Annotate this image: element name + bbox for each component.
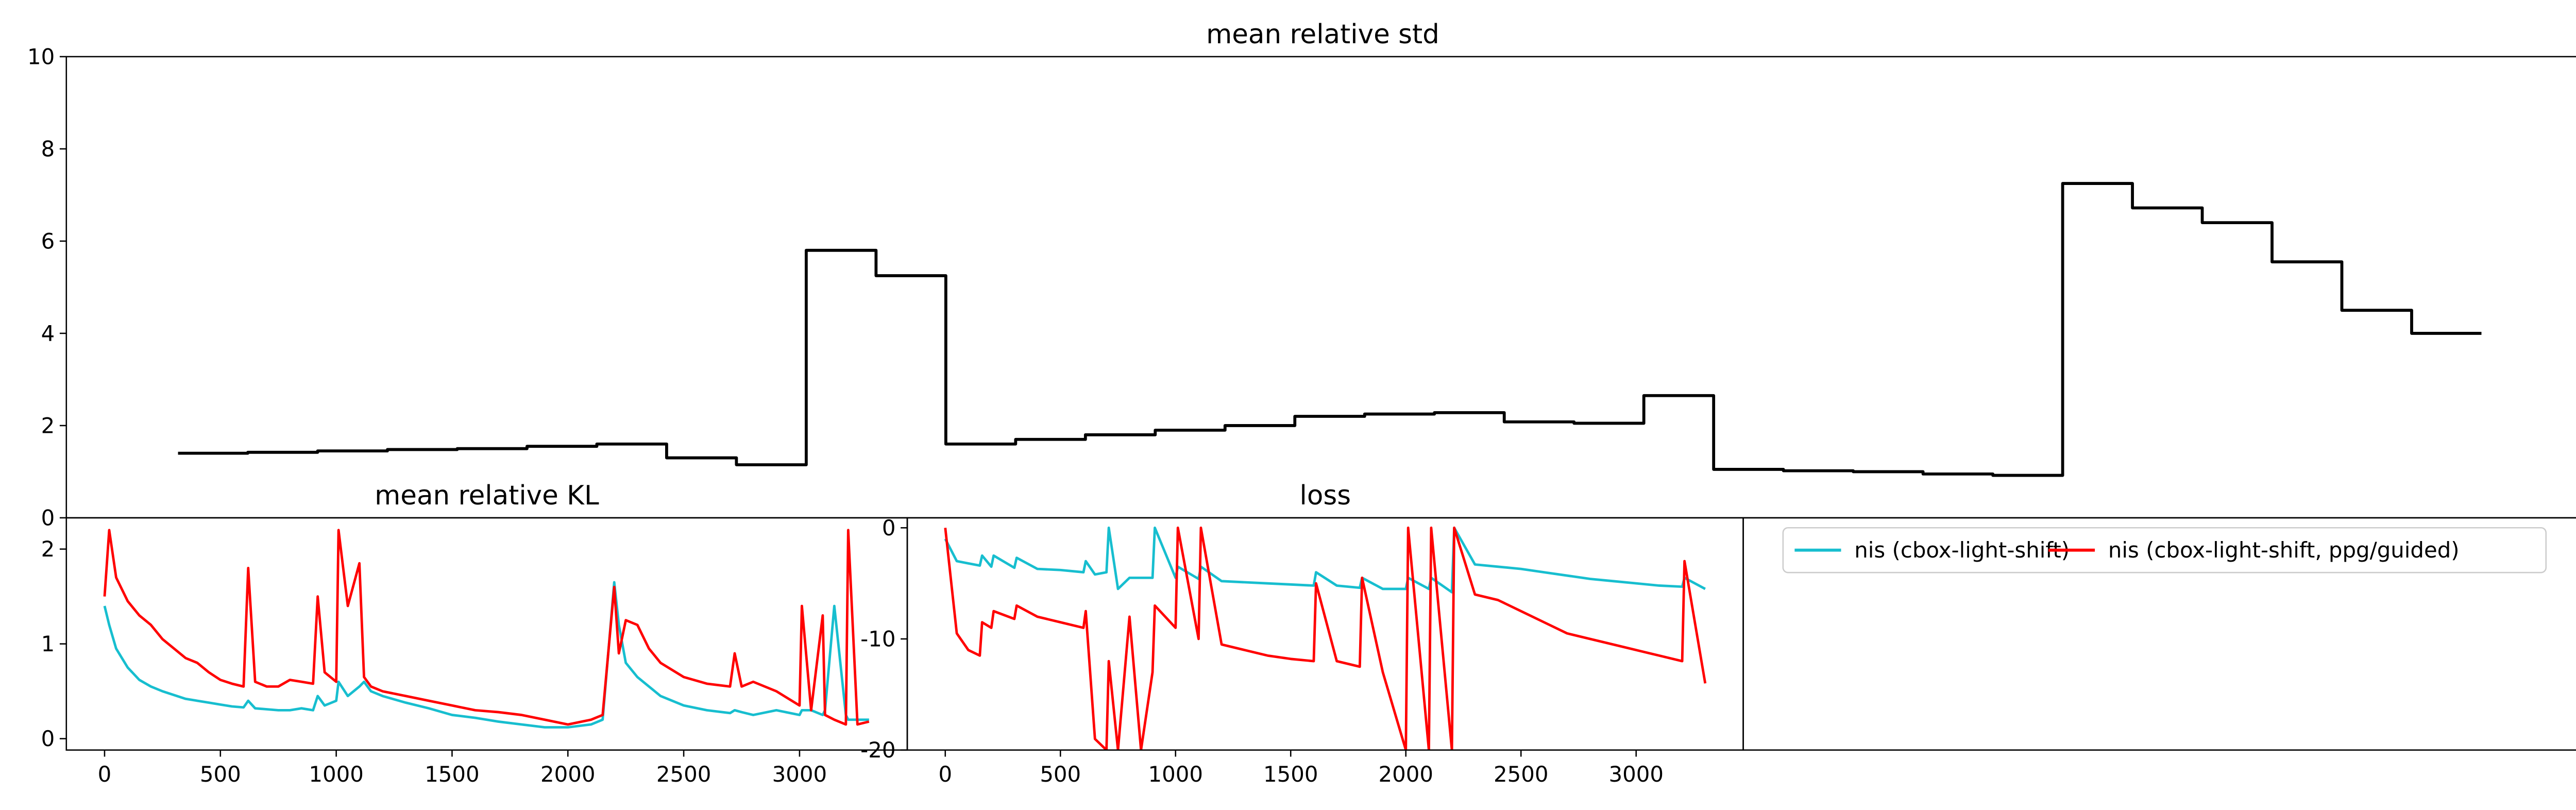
x-tick-label: 500 <box>200 762 241 787</box>
y-tick-label: 10 <box>27 44 55 69</box>
x-tick-label: 2500 <box>656 762 711 787</box>
y-tick-label: 2 <box>41 413 55 438</box>
x-tick-label: 1000 <box>1148 762 1203 787</box>
x-tick-label: 0 <box>98 762 112 787</box>
plot-area <box>178 182 2482 477</box>
series-line <box>103 529 870 726</box>
y-tick-label: 0 <box>41 726 55 751</box>
legend-label: nis (cbox-light-shift, ppg/guided) <box>2108 537 2460 563</box>
x-tick-label: 3000 <box>1608 762 1664 787</box>
chart-title: mean relative std <box>1206 19 1439 50</box>
y-tick-label: -10 <box>860 626 895 651</box>
x-tick-label: 2000 <box>1378 762 1433 787</box>
legend-label: nis (cbox-light-shift) <box>1854 537 2070 563</box>
x-tick-label: 3000 <box>772 762 827 787</box>
plot-area <box>103 529 870 729</box>
y-tick-label: 6 <box>41 228 55 254</box>
chart-title: mean relative KL <box>375 480 599 511</box>
x-tick-label: 500 <box>1040 762 1081 787</box>
x-tick-label: 1500 <box>425 762 480 787</box>
axes-frame <box>906 517 1744 751</box>
y-tick-label: 4 <box>41 320 55 346</box>
series-line <box>178 182 2482 477</box>
chart-title: loss <box>1300 480 1351 511</box>
y-tick-label: 1 <box>41 631 55 656</box>
y-tick-label: 0 <box>882 515 896 541</box>
axes-frame <box>1742 517 2576 751</box>
series-line <box>944 526 1707 750</box>
x-tick-label: 2500 <box>1494 762 1549 787</box>
y-tick-label: 0 <box>41 505 55 530</box>
series-line <box>944 526 1706 594</box>
plot-area <box>944 526 1707 750</box>
y-tick-label: 8 <box>41 136 55 161</box>
y-tick-label: -20 <box>860 737 895 763</box>
x-tick-label: 1500 <box>1263 762 1318 787</box>
legend-box <box>1782 527 2547 573</box>
series-line <box>103 581 869 729</box>
x-tick-label: 2000 <box>540 762 596 787</box>
x-tick-label: 0 <box>938 762 952 787</box>
axes-frame <box>65 517 908 751</box>
y-tick-label: 2 <box>41 536 55 562</box>
x-tick-label: 1000 <box>309 762 364 787</box>
